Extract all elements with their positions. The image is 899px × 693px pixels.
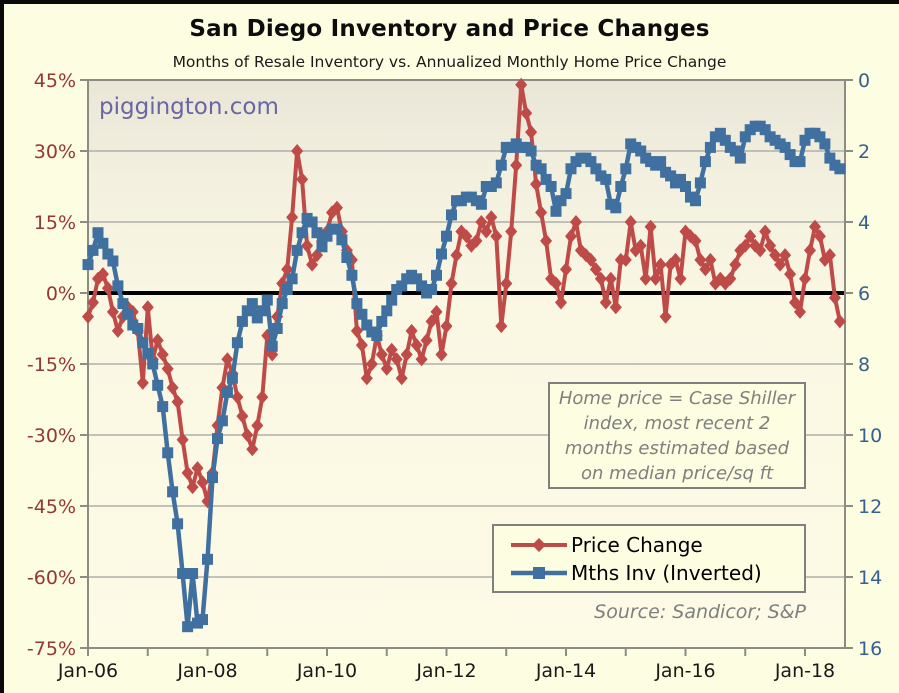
svg-text:14: 14 xyxy=(858,567,882,589)
svg-text:15%: 15% xyxy=(34,212,76,234)
svg-text:Jan-14: Jan-14 xyxy=(535,660,596,682)
svg-text:-75%: -75% xyxy=(27,638,76,660)
home-price-note: Home price = Case Shiller index, most re… xyxy=(548,382,806,489)
svg-text:-60%: -60% xyxy=(27,567,76,589)
svg-text:10: 10 xyxy=(858,425,882,447)
watermark-text: piggington.com xyxy=(99,94,279,120)
svg-text:-45%: -45% xyxy=(27,496,76,518)
legend-box: Price Change Mths Inv (Inverted) xyxy=(492,524,806,593)
svg-text:Jan-12: Jan-12 xyxy=(415,660,476,682)
svg-text:6: 6 xyxy=(858,283,870,305)
svg-text:16: 16 xyxy=(858,638,882,660)
frame-border-left xyxy=(0,0,4,693)
svg-text:Jan-18: Jan-18 xyxy=(774,660,835,682)
svg-text:-15%: -15% xyxy=(27,354,76,376)
legend-item-mths-inv: Mths Inv (Inverted) xyxy=(510,559,804,587)
svg-text:Jan-16: Jan-16 xyxy=(654,660,715,682)
svg-text:Jan-10: Jan-10 xyxy=(296,660,357,682)
svg-text:Jan-06: Jan-06 xyxy=(57,660,118,682)
right-axis: 0 2 4 6 8 10 12 14 16 xyxy=(845,70,882,660)
chart-subtitle: Months of Resale Inventory vs. Annualize… xyxy=(172,53,727,71)
svg-text:4: 4 xyxy=(858,212,870,234)
svg-text:0: 0 xyxy=(858,70,870,92)
svg-text:45%: 45% xyxy=(34,70,76,92)
svg-text:Jan-08: Jan-08 xyxy=(176,660,237,682)
chart-title: San Diego Inventory and Price Changes xyxy=(189,16,710,42)
svg-text:2: 2 xyxy=(858,141,870,163)
mths-inv-line-icon xyxy=(511,567,567,579)
svg-text:-30%: -30% xyxy=(27,425,76,447)
legend-item-price-change: Price Change xyxy=(510,531,804,559)
series-mths-inv-inverted xyxy=(82,120,846,633)
price-change-line-icon xyxy=(511,538,567,552)
svg-text:0%: 0% xyxy=(46,283,76,305)
legend-label-mths-inv: Mths Inv (Inverted) xyxy=(571,561,762,585)
left-axis: 45% 30% 15% 0% -15% -30% -45% -60% -75% xyxy=(27,70,88,660)
legend-label-price-change: Price Change xyxy=(571,533,703,557)
source-note: Source: Sandicor; S&P xyxy=(594,601,806,623)
svg-text:12: 12 xyxy=(858,496,882,518)
x-axis: Jan-06 Jan-08 Jan-10 Jan-12 Jan-14 Jan-16 Jan-… xyxy=(57,648,835,682)
svg-text:8: 8 xyxy=(858,354,870,376)
svg-text:30%: 30% xyxy=(34,141,76,163)
frame-border-top xyxy=(0,0,899,4)
